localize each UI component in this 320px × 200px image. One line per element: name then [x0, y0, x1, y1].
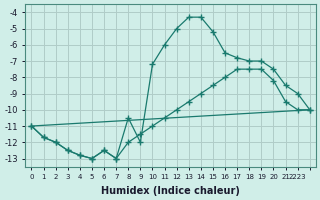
- X-axis label: Humidex (Indice chaleur): Humidex (Indice chaleur): [101, 186, 240, 196]
